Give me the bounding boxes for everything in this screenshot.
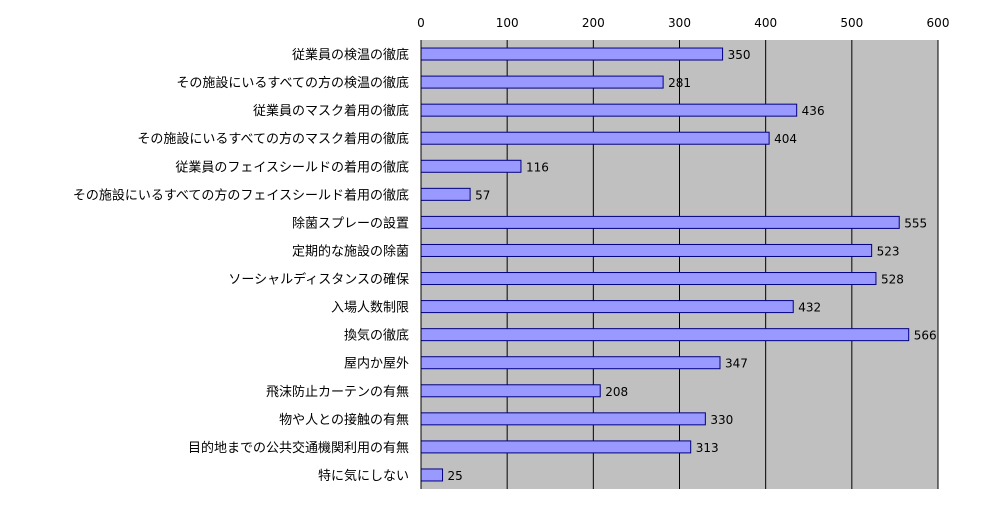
x-tick-label: 0 bbox=[417, 16, 425, 30]
category-label: 除菌スプレーの設置 bbox=[292, 215, 409, 231]
category-label: 入場人数制限 bbox=[331, 301, 409, 316]
category-label: その施設にいるすべての方のマスク着用の徹底 bbox=[137, 131, 409, 147]
category-label: 屋内か屋外 bbox=[344, 356, 409, 372]
bar bbox=[420, 215, 900, 229]
bar bbox=[420, 468, 444, 482]
bar bbox=[420, 328, 910, 342]
value-label: 432 bbox=[798, 301, 821, 315]
value-label: 436 bbox=[802, 104, 825, 118]
value-label: 404 bbox=[774, 132, 797, 146]
value-label: 116 bbox=[526, 160, 549, 174]
value-label: 57 bbox=[475, 188, 490, 202]
value-label: 25 bbox=[448, 469, 463, 483]
category-label: 従業員の検温の徹底 bbox=[292, 47, 409, 63]
value-labels: 350 281 436 404 116 57 555 523 528 432 566 347 208 33… bbox=[448, 48, 937, 483]
bar bbox=[420, 103, 798, 117]
category-label: 従業員のフェイスシールドの着用の徹底 bbox=[175, 159, 409, 175]
x-axis-tick-labels: 0 100 200 300 400 500 600 bbox=[417, 16, 949, 30]
category-labels: 従業員の検温の徹底その施設にいるすべての方の検温の徹底従業員のマスク着用の徹底そ… bbox=[73, 47, 409, 484]
bar bbox=[420, 159, 522, 173]
bar bbox=[420, 356, 721, 370]
bar bbox=[420, 243, 873, 257]
bar bbox=[420, 440, 692, 454]
x-tick-label: 500 bbox=[840, 16, 863, 30]
category-label: 目的地までの公共交通機関利用の有無 bbox=[188, 440, 409, 456]
category-label: 換気の徹底 bbox=[344, 328, 409, 344]
x-tick-label: 600 bbox=[927, 16, 950, 30]
category-label: その施設にいるすべての方の検温の徹底 bbox=[176, 75, 409, 91]
value-label: 281 bbox=[668, 76, 691, 90]
x-tick-label: 200 bbox=[582, 16, 605, 30]
x-tick-label: 400 bbox=[754, 16, 777, 30]
value-label: 350 bbox=[728, 48, 751, 62]
value-label: 208 bbox=[605, 385, 628, 399]
category-label: ソーシャルディスタンスの確保 bbox=[228, 272, 409, 288]
bar bbox=[420, 300, 794, 314]
x-tick-label: 100 bbox=[496, 16, 519, 30]
bar bbox=[420, 47, 724, 61]
x-tick-label: 300 bbox=[668, 16, 691, 30]
category-label: 物や人との接触の有無 bbox=[279, 412, 409, 428]
value-label: 528 bbox=[881, 273, 904, 287]
value-label: 566 bbox=[914, 329, 937, 343]
value-label: 313 bbox=[696, 441, 719, 455]
category-label: その施設にいるすべての方のフェイスシールド着用の徹底 bbox=[73, 187, 409, 203]
bar bbox=[420, 384, 601, 398]
bar bbox=[420, 412, 706, 426]
category-label: 飛沫防止カーテンの有無 bbox=[266, 384, 409, 400]
bar bbox=[420, 131, 770, 145]
value-label: 555 bbox=[904, 216, 927, 230]
value-label: 347 bbox=[725, 357, 748, 371]
bar bbox=[420, 272, 877, 286]
category-label: 従業員のマスク着用の徹底 bbox=[253, 103, 409, 119]
bar bbox=[420, 187, 471, 201]
category-label: 定期的な施設の除菌 bbox=[292, 243, 409, 259]
category-label: 特に気にしない bbox=[318, 468, 409, 484]
value-label: 523 bbox=[877, 244, 900, 258]
bar bbox=[420, 75, 664, 89]
value-label: 330 bbox=[710, 413, 733, 427]
